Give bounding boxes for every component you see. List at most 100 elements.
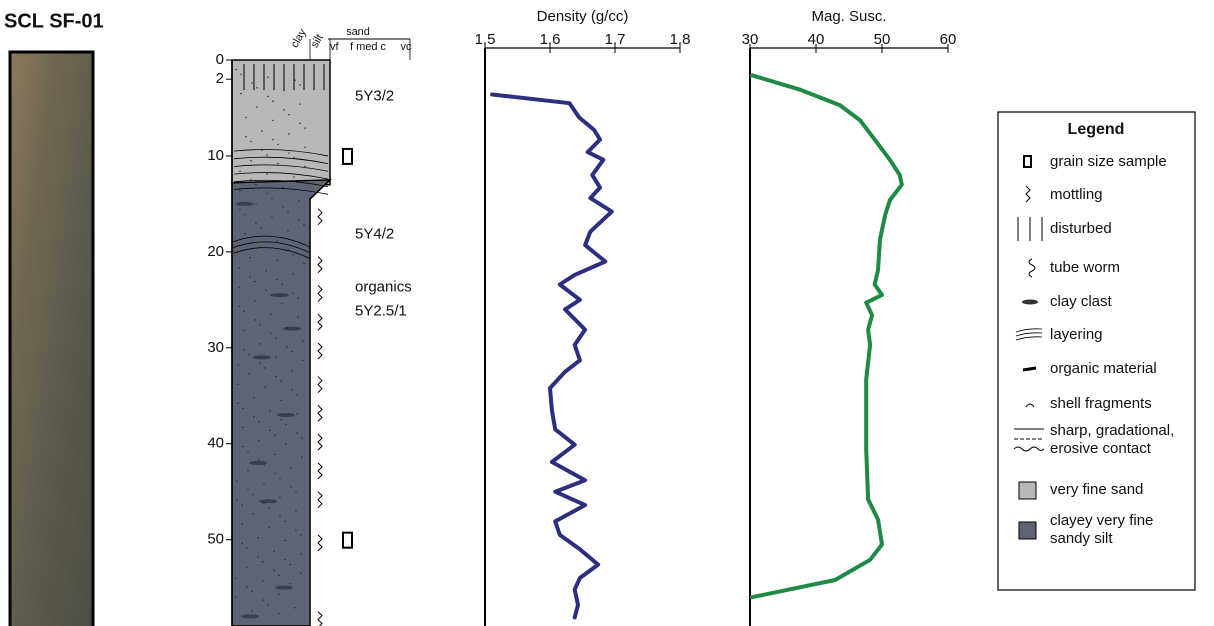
depth-tick-label: 0 [216, 51, 224, 68]
sand-dot [275, 337, 277, 339]
sand-dot [302, 359, 304, 361]
sand-dot [254, 280, 256, 283]
sand-dot [270, 294, 272, 296]
legend-icon [1013, 446, 1045, 452]
sand-dot [295, 490, 297, 493]
clay-clast [241, 614, 259, 619]
layering-mark [233, 172, 329, 180]
header-class: vf [330, 41, 340, 53]
legend-label: clay clast [1050, 293, 1113, 310]
sand-dot [259, 362, 261, 364]
depth-tick-label: 10 [207, 147, 224, 164]
sand-dot [304, 146, 306, 148]
sand-dot [274, 434, 276, 436]
sand-dot [250, 140, 252, 143]
sand-dot [300, 553, 302, 555]
grain-size-sample [342, 531, 353, 549]
core-photo [8, 50, 95, 626]
chart-title: Mag. Susc. [811, 8, 886, 25]
sand-dot [267, 76, 269, 78]
sand-dot [264, 367, 266, 369]
sand-dot [304, 165, 306, 168]
sand-dot [270, 332, 272, 335]
sand-dot [243, 310, 245, 313]
legend-icon [1018, 521, 1037, 540]
sand-dot [266, 173, 268, 175]
sand-dot [292, 292, 294, 294]
curve [750, 73, 904, 600]
sand-dot [283, 89, 285, 92]
sand-dot [241, 523, 243, 526]
sand-dot [263, 464, 265, 466]
legend-label: shell fragments [1050, 395, 1152, 412]
grain-size-sample [342, 147, 353, 165]
sand-dot [271, 216, 273, 219]
tick-label: 1.6 [540, 31, 561, 48]
sand-dot [244, 232, 246, 235]
layering-mark [233, 164, 329, 172]
core-title: SCL SF-01 [4, 10, 104, 32]
sand-dot [286, 326, 288, 329]
sand-dot [286, 346, 288, 348]
sand-dot [281, 283, 283, 286]
sand-dot [265, 270, 267, 272]
sand-dot [261, 149, 263, 151]
sand-dot [251, 609, 253, 612]
legend-label: layering [1050, 326, 1103, 343]
layering-mark [231, 241, 311, 254]
sand-dot [249, 256, 251, 259]
sand-dot [268, 507, 270, 509]
sand-dot [245, 116, 247, 119]
sand-dot [294, 79, 296, 81]
header-class: vc [401, 41, 413, 53]
depth-tick-label: 20 [207, 243, 224, 260]
sand-dot [261, 130, 263, 132]
sand-dot [277, 143, 279, 146]
sand-dot [247, 469, 249, 472]
sand-dot [266, 154, 268, 156]
sand-dot [294, 607, 296, 609]
legend-label: organic material [1050, 360, 1157, 377]
sand-dot [278, 612, 280, 615]
sand-dot [276, 240, 278, 243]
sand-dot [289, 563, 291, 566]
sand-dot [280, 399, 282, 402]
mottling-mark [317, 256, 323, 274]
sand-dot [246, 547, 248, 549]
unit-label: 5Y3/2 [355, 87, 394, 104]
tick-label: 40 [808, 31, 825, 48]
sand-dot [271, 235, 273, 238]
sand-dot [243, 349, 245, 351]
sand-dot [238, 305, 240, 308]
mottling-mark [317, 405, 323, 422]
sand-dot [268, 526, 270, 528]
sand-dot [262, 580, 264, 582]
sand-dot [280, 380, 282, 383]
sand-dot [274, 472, 276, 475]
depth-tick-label: 50 [207, 531, 224, 548]
sand-dot [289, 583, 291, 585]
sand-dot [258, 440, 260, 442]
sand-dot [240, 92, 242, 95]
legend-icon [1025, 185, 1031, 203]
sand-dot [235, 68, 237, 71]
sand-dot [287, 249, 289, 251]
legend-icon [1015, 336, 1043, 341]
sand-dot [250, 160, 252, 162]
sand-dot [277, 162, 279, 165]
sand-dot [242, 445, 244, 448]
sand-dot [253, 416, 255, 418]
sand-dot [264, 386, 266, 388]
sand-dot [262, 561, 264, 563]
sand-dot [269, 429, 271, 431]
unit-label: 5Y4/2 [355, 226, 394, 243]
sand-dot [282, 186, 284, 189]
legend-box [997, 111, 1196, 591]
sand-dot [298, 219, 300, 221]
sand-dot [271, 197, 273, 199]
sand-dot [283, 70, 285, 73]
sand-dot [285, 423, 287, 426]
header-silt: silt [309, 32, 326, 50]
